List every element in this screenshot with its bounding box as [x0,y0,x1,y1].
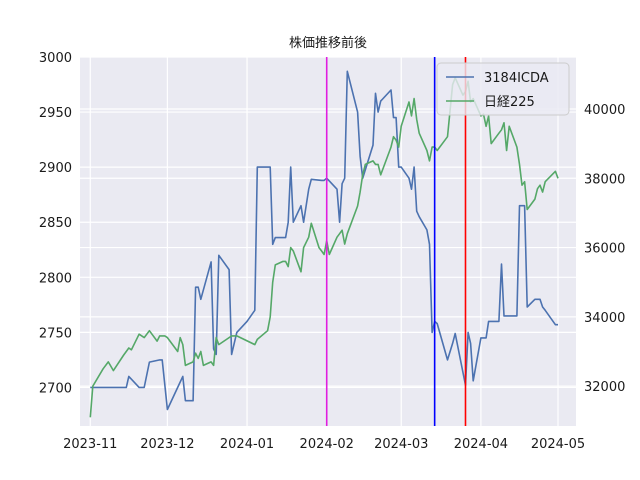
y-left-tick-label: 2750 [39,326,72,341]
series-layer [89,70,559,418]
x-axis-ticks: 2023-11 2023-12 2024-01 2024-02 2024-03 2024-… [63,437,585,452]
x-tick-label: 2023-12 [140,437,194,452]
chart-title: 株価推移前後 [289,35,367,51]
y-left-gridlines [80,56,576,389]
y-left-tick-label: 3000 [39,51,72,66]
x-tick-label: 2023-11 [63,437,117,452]
y-right-axis-ticks: 32000 34000 36000 38000 40000 [584,103,625,395]
event-lines [325,57,467,426]
legend-label-3184icda: 3184ICDA [484,71,549,86]
y-right-tick-label: 40000 [584,103,625,118]
x-tick-label: 2024-01 [220,437,274,452]
y-right-tick-label: 32000 [584,380,625,395]
x-tick-label: 2024-05 [531,437,585,452]
x-tick-label: 2024-03 [374,437,428,452]
y-right-tick-label: 34000 [584,311,625,326]
y-right-tick-label: 38000 [584,172,625,187]
y-left-tick-label: 2850 [39,216,72,231]
x-tick-label: 2024-04 [454,437,508,452]
legend-box [436,62,570,116]
legend-label-nikkei225: 日経225 [484,95,535,110]
legend: 3184ICDA 日経225 [436,62,570,116]
series-line-日経225 [89,77,559,418]
y-right-tick-label: 36000 [584,242,625,257]
y-left-tick-label: 2700 [39,381,72,396]
y-left-axis-ticks: 2700 2750 2800 2850 2900 2950 3000 [39,51,72,396]
y-left-tick-label: 2950 [39,106,72,121]
series-line-3184ICDA [90,70,558,411]
y-left-tick-label: 2900 [39,161,72,176]
y-left-tick-label: 2800 [39,271,72,286]
x-tick-label: 2024-02 [300,437,354,452]
